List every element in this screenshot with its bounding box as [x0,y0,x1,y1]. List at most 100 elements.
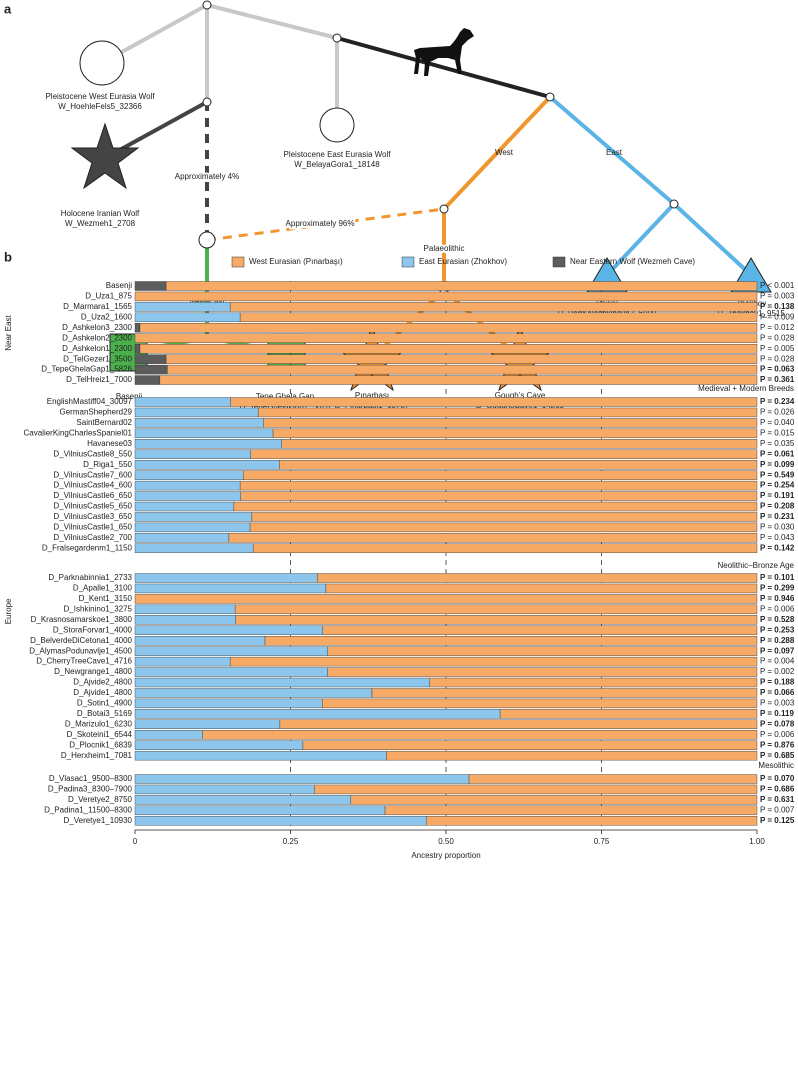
bar-segment [134,740,304,750]
bar-segment [499,709,758,719]
bar-segment [134,533,230,543]
x-tick-label: 1.00 [749,837,765,846]
bar-segment [134,615,236,625]
bar-segment [322,625,758,635]
bar-segment [252,543,758,553]
p-value: P = 0.119 [760,709,794,718]
p-value: P < 0.001 [760,281,795,290]
row-label: D_VilniusCastle3_650 [53,512,132,521]
row-label: D_Sotin1_4900 [77,699,133,708]
legend-swatch [231,256,245,268]
node-label: Pleistocene East Eurasia Wolf [283,150,391,159]
p-value: P = 0.035 [760,439,795,448]
row-label: D_Herxheim1_7081 [61,751,133,760]
bar-segment [134,784,315,795]
p-value: P = 0.003 [760,292,795,301]
bar-segment [165,354,758,364]
bar-segment [134,323,141,333]
bar-segment [134,594,758,604]
p-value: P = 0.685 [760,751,795,760]
bar-segment [134,428,274,439]
row-label: D_Ashkelon3_2300 [62,323,132,332]
p-value: P = 0.254 [760,481,795,490]
group-title: Medieval + Modern Breeds [698,384,794,393]
bar-segment [371,688,758,698]
row-label: D_AlymasPodunavlje1_4500 [29,646,132,655]
row-label: D_BelverdeDiCetona1_4000 [30,636,132,645]
node-label: East [606,148,623,157]
bar-segment [139,323,758,333]
row-label: D_Ajvide1_4800 [73,688,132,697]
bar-segment [134,470,244,480]
bar-segment [229,656,758,667]
bar-segment [249,522,758,533]
p-value: P = 0.876 [760,740,795,749]
node-label: Palaeolithic [424,244,465,253]
bar-segment [134,646,329,656]
bar-segment [302,740,758,750]
bar-segment [134,750,387,761]
bar-segment [139,344,758,354]
bar-segment [134,397,231,407]
bar-segment [230,397,758,407]
bar-segment [263,418,758,428]
p-value: P = 0.043 [760,533,795,542]
bar-segment [134,312,241,323]
node-label: Holocene Iranian Wolf [61,209,140,218]
bar-segment [239,480,758,491]
bar-segment [322,698,758,709]
p-value: P = 0.208 [760,502,795,511]
row-label: SaintBernard02 [76,418,132,427]
p-value: P = 0.125 [760,816,795,825]
x-tick-label: 0.25 [283,837,299,846]
row-label: D_Fralsegardenm1_1150 [42,543,133,552]
bar-segment [202,730,758,740]
bar-segment [134,491,241,501]
p-value: P = 0.063 [760,365,795,374]
p-value: P = 0.299 [760,584,795,593]
bar-segment [229,302,758,312]
bar-segment [134,418,264,428]
region-label: Europe [4,598,13,624]
p-value: P = 0.946 [760,594,795,603]
bar-segment [134,512,253,522]
bar-segment [167,364,758,375]
p-value: P = 0.009 [760,312,795,321]
bar-segment [134,805,386,816]
p-value: P = 0.078 [760,719,795,728]
row-label: D_Newgrange1_4800 [54,667,132,676]
p-value: P = 0.028 [760,333,795,342]
node-label: West [495,148,514,157]
panel-label: a [4,1,12,16]
bar-segment [134,583,327,594]
bar-segment [327,646,758,656]
row-label: D_Vlasac1_9500–8300 [49,774,133,783]
bar-segment [243,470,758,480]
row-label: D_Marmara1_1565 [63,302,132,311]
bar-segment [134,688,373,698]
node-label: W_HoehleFels5_32366 [58,102,142,111]
bar-segment [279,460,758,470]
p-value: P = 0.066 [760,688,795,697]
bar-segment [384,805,758,816]
bar-segment [317,573,758,583]
row-label: D_Riga1_550 [83,460,132,469]
row-label: D_CherryTreeCave1_4716 [36,657,132,666]
p-value: P = 0.003 [760,699,795,708]
p-value: P = 0.002 [760,667,795,676]
bar-segment [134,816,427,826]
p-value: P = 0.101 [760,573,795,582]
p-value: P = 0.142 [760,543,795,552]
bar-segment [134,281,167,291]
bar-segment [251,512,758,522]
p-value: P = 0.253 [760,625,795,634]
row-label: EnglishMastiff04_30097 [47,397,133,406]
row-label: D_VilniusCastle5_650 [53,502,132,511]
p-value: P = 0.097 [760,646,795,655]
node-label: Near East [189,297,225,306]
row-label: D_Krasnosamarskoe1_3800 [31,615,133,624]
p-value: P = 0.234 [760,397,795,406]
row-label: D_Uza2_1600 [81,312,133,321]
node-label: Gough’s Cave [495,391,546,400]
